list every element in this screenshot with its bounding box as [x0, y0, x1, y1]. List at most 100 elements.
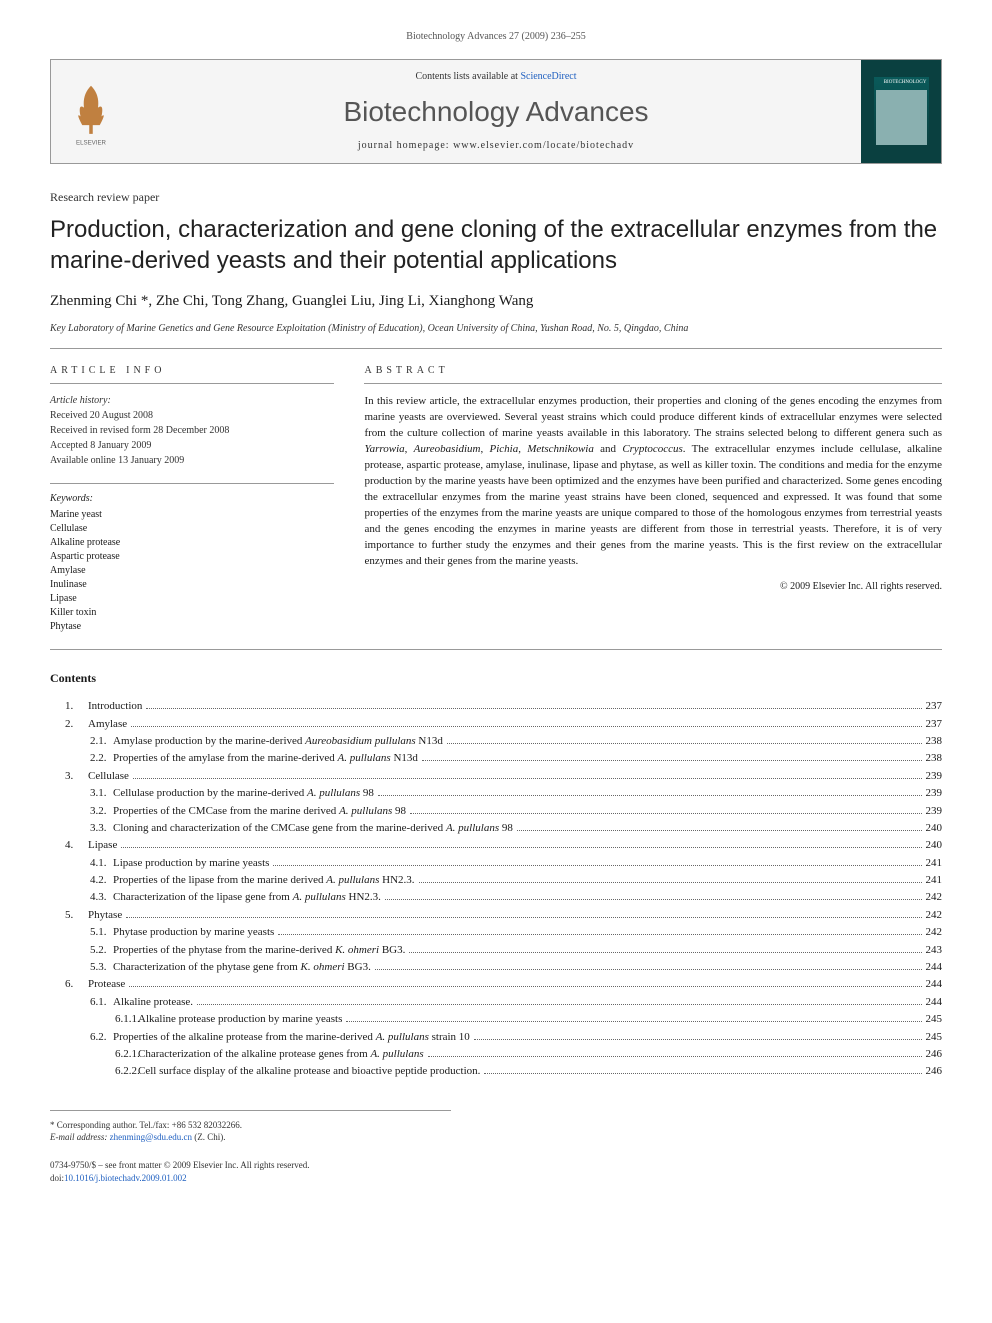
toc-page: 243 [926, 943, 943, 958]
toc-leader-dots [133, 778, 922, 779]
toc-page: 244 [926, 995, 943, 1010]
contents-available: Contents lists available at ScienceDirec… [151, 70, 841, 84]
toc-entry: 6.2.2.Cell surface display of the alkali… [50, 1064, 942, 1079]
toc-page: 245 [926, 1012, 943, 1027]
toc-number: 3.1. [50, 786, 105, 801]
toc-leader-dots [474, 1039, 922, 1040]
toc-leader-dots [428, 1056, 922, 1057]
toc-leader-dots [126, 917, 921, 918]
elsevier-tree-icon: ELSEVIER [61, 77, 121, 147]
toc-number: 5.2. [50, 943, 105, 958]
table-of-contents: 1.Introduction2372.Amylase2372.1.Amylase… [50, 699, 942, 1080]
toc-page: 242 [926, 890, 943, 905]
abstract-text: In this review article, the extracellula… [364, 394, 942, 569]
issn-line: 0734-9750/$ – see front matter © 2009 El… [50, 1159, 942, 1172]
toc-label: Phytase production by marine yeasts [105, 925, 274, 940]
toc-leader-dots [197, 1004, 921, 1005]
journal-banner: ELSEVIER Contents lists available at Sci… [50, 59, 942, 164]
abstract-header: ABSTRACT [364, 364, 942, 384]
history-revised: Received in revised form 28 December 200… [50, 424, 334, 438]
email-suffix: (Z. Chi). [192, 1132, 226, 1142]
info-abstract-row: ARTICLE INFO Article history: Received 2… [50, 364, 942, 650]
toc-leader-dots [346, 1021, 921, 1022]
toc-entry: 6.1.1.Alkaline protease production by ma… [50, 1012, 942, 1027]
toc-label: Introduction [80, 699, 142, 714]
toc-page: 240 [926, 821, 943, 836]
toc-leader-dots [378, 795, 922, 796]
toc-page: 238 [926, 734, 943, 749]
footnotes: * Corresponding author. Tel./fax: +86 53… [50, 1110, 451, 1144]
toc-label: Cloning and characterization of the CMCa… [105, 821, 513, 836]
toc-number: 1. [50, 699, 80, 714]
toc-page: 246 [926, 1064, 943, 1079]
doi-link[interactable]: 10.1016/j.biotechadv.2009.01.002 [64, 1173, 187, 1183]
toc-leader-dots [131, 726, 921, 727]
toc-leader-dots [447, 743, 922, 744]
toc-number: 2.2. [50, 751, 105, 766]
toc-entry: 3.Cellulase239 [50, 769, 942, 784]
toc-label: Alkaline protease. [105, 995, 193, 1010]
toc-leader-dots [409, 952, 921, 953]
toc-leader-dots [484, 1073, 921, 1074]
toc-entry: 4.Lipase240 [50, 838, 942, 853]
toc-entry: 5.3.Characterization of the phytase gene… [50, 960, 942, 975]
toc-entry: 3.1.Cellulase production by the marine-d… [50, 786, 942, 801]
toc-page: 242 [926, 925, 943, 940]
keyword-item: Alkaline protease [50, 536, 334, 550]
toc-label: Properties of the lipase from the marine… [105, 873, 415, 888]
toc-entry: 4.2.Properties of the lipase from the ma… [50, 873, 942, 888]
toc-number: 4.1. [50, 856, 105, 871]
toc-entry: 2.1.Amylase production by the marine-der… [50, 734, 942, 749]
toc-entry: 4.3.Characterization of the lipase gene … [50, 890, 942, 905]
toc-label: Amylase production by the marine-derived… [105, 734, 443, 749]
journal-name: Biotechnology Advances [151, 92, 841, 131]
sciencedirect-link[interactable]: ScienceDirect [520, 71, 576, 82]
cover-thumbnail: BIOTECHNOLOGY [861, 60, 941, 163]
toc-label: Phytase [80, 908, 122, 923]
history-online: Available online 13 January 2009 [50, 454, 334, 468]
toc-page: 241 [926, 856, 943, 871]
doi-line: doi:10.1016/j.biotechadv.2009.01.002 [50, 1172, 942, 1185]
svg-text:ELSEVIER: ELSEVIER [76, 139, 106, 146]
copyright-line: © 2009 Elsevier Inc. All rights reserved… [364, 580, 942, 594]
toc-leader-dots [422, 760, 922, 761]
contents-heading: Contents [50, 670, 942, 687]
keyword-item: Amylase [50, 564, 334, 578]
toc-label: Cellulase [80, 769, 129, 784]
toc-label: Characterization of the alkaline proteas… [130, 1047, 424, 1062]
toc-page: 237 [926, 699, 943, 714]
article-type: Research review paper [50, 189, 942, 206]
toc-page: 239 [926, 786, 943, 801]
keyword-item: Killer toxin [50, 606, 334, 620]
toc-label: Characterization of the phytase gene fro… [105, 960, 371, 975]
toc-leader-dots [146, 708, 921, 709]
email-link[interactable]: zhenming@sdu.edu.cn [110, 1132, 192, 1142]
toc-label: Properties of the amylase from the marin… [105, 751, 418, 766]
footer-meta: 0734-9750/$ – see front matter © 2009 El… [50, 1159, 942, 1184]
toc-label: Properties of the CMCase from the marine… [105, 804, 406, 819]
running-header: Biotechnology Advances 27 (2009) 236–255 [50, 30, 942, 44]
toc-leader-dots [517, 830, 922, 831]
email-line: E-mail address: zhenming@sdu.edu.cn (Z. … [50, 1131, 451, 1144]
cover-label: BIOTECHNOLOGY [874, 77, 929, 88]
toc-number: 5.3. [50, 960, 105, 975]
toc-label: Protease [80, 977, 125, 992]
toc-entry: 1.Introduction 237 [50, 699, 942, 714]
toc-entry: 6.2.1.Characterization of the alkaline p… [50, 1047, 942, 1062]
keyword-item: Cellulase [50, 522, 334, 536]
homepage-prefix: journal homepage: [358, 140, 453, 151]
toc-leader-dots [385, 899, 922, 900]
toc-number: 5.1. [50, 925, 105, 940]
toc-leader-dots [273, 865, 921, 866]
email-label: E-mail address: [50, 1132, 107, 1142]
keyword-item: Lipase [50, 592, 334, 606]
abstract-column: ABSTRACT In this review article, the ext… [364, 364, 942, 634]
toc-entry: 5.2.Properties of the phytase from the m… [50, 943, 942, 958]
toc-number: 4.2. [50, 873, 105, 888]
toc-leader-dots [278, 934, 921, 935]
toc-leader-dots [121, 847, 921, 848]
toc-page: 241 [926, 873, 943, 888]
keywords-list: Marine yeastCellulaseAlkaline proteaseAs… [50, 508, 334, 634]
toc-label: Cellulase production by the marine-deriv… [105, 786, 374, 801]
toc-number: 6.2.2. [50, 1064, 130, 1079]
